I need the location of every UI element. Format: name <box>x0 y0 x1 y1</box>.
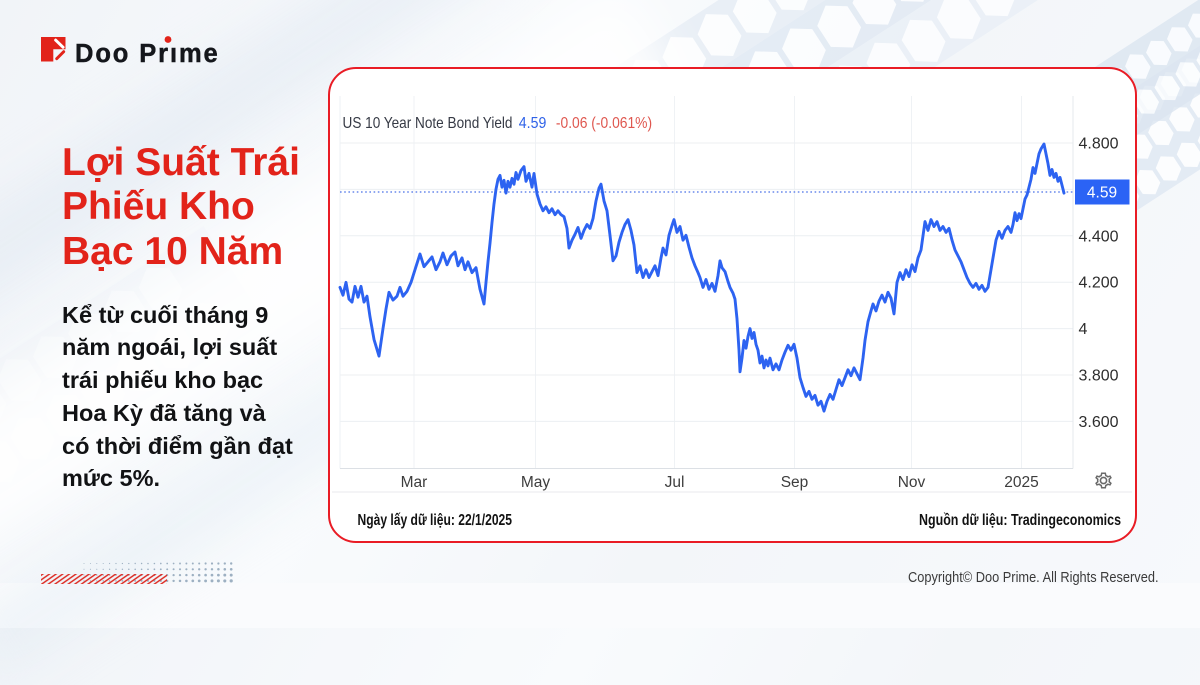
svg-text:Nov: Nov <box>898 474 926 491</box>
svg-text:3.600: 3.600 <box>1079 414 1119 431</box>
svg-text:3.800: 3.800 <box>1079 368 1119 385</box>
svg-text:Sep: Sep <box>781 474 809 491</box>
svg-text:May: May <box>521 474 551 491</box>
svg-text:Nguồn dữ liệu: Tradingeconomic: Nguồn dữ liệu: Tradingeconomics <box>919 512 1121 529</box>
svg-text:Doo Prıme: Doo Prıme <box>75 40 220 68</box>
svg-text:Copyright© Doo Prime. All Righ: Copyright© Doo Prime. All Rights Reserve… <box>908 569 1159 586</box>
svg-text:4.400: 4.400 <box>1079 228 1119 245</box>
svg-text:US 10 Year Note Bond Yield: US 10 Year Note Bond Yield <box>343 115 513 132</box>
svg-text:Mar: Mar <box>401 474 428 491</box>
svg-text:Ngày lấy dữ liệu: 22/1/2025: Ngày lấy dữ liệu: 22/1/2025 <box>358 512 513 529</box>
svg-text:4.59: 4.59 <box>1087 185 1117 202</box>
svg-text:4.59: 4.59 <box>519 115 547 132</box>
svg-text:4.200: 4.200 <box>1079 275 1119 292</box>
svg-text:Jul: Jul <box>665 474 685 491</box>
svg-text:4: 4 <box>1079 321 1088 338</box>
svg-text:-0.06 (-0.061%): -0.06 (-0.061%) <box>556 115 652 132</box>
svg-text:4.800: 4.800 <box>1079 136 1119 153</box>
svg-text:2025: 2025 <box>1004 474 1038 491</box>
